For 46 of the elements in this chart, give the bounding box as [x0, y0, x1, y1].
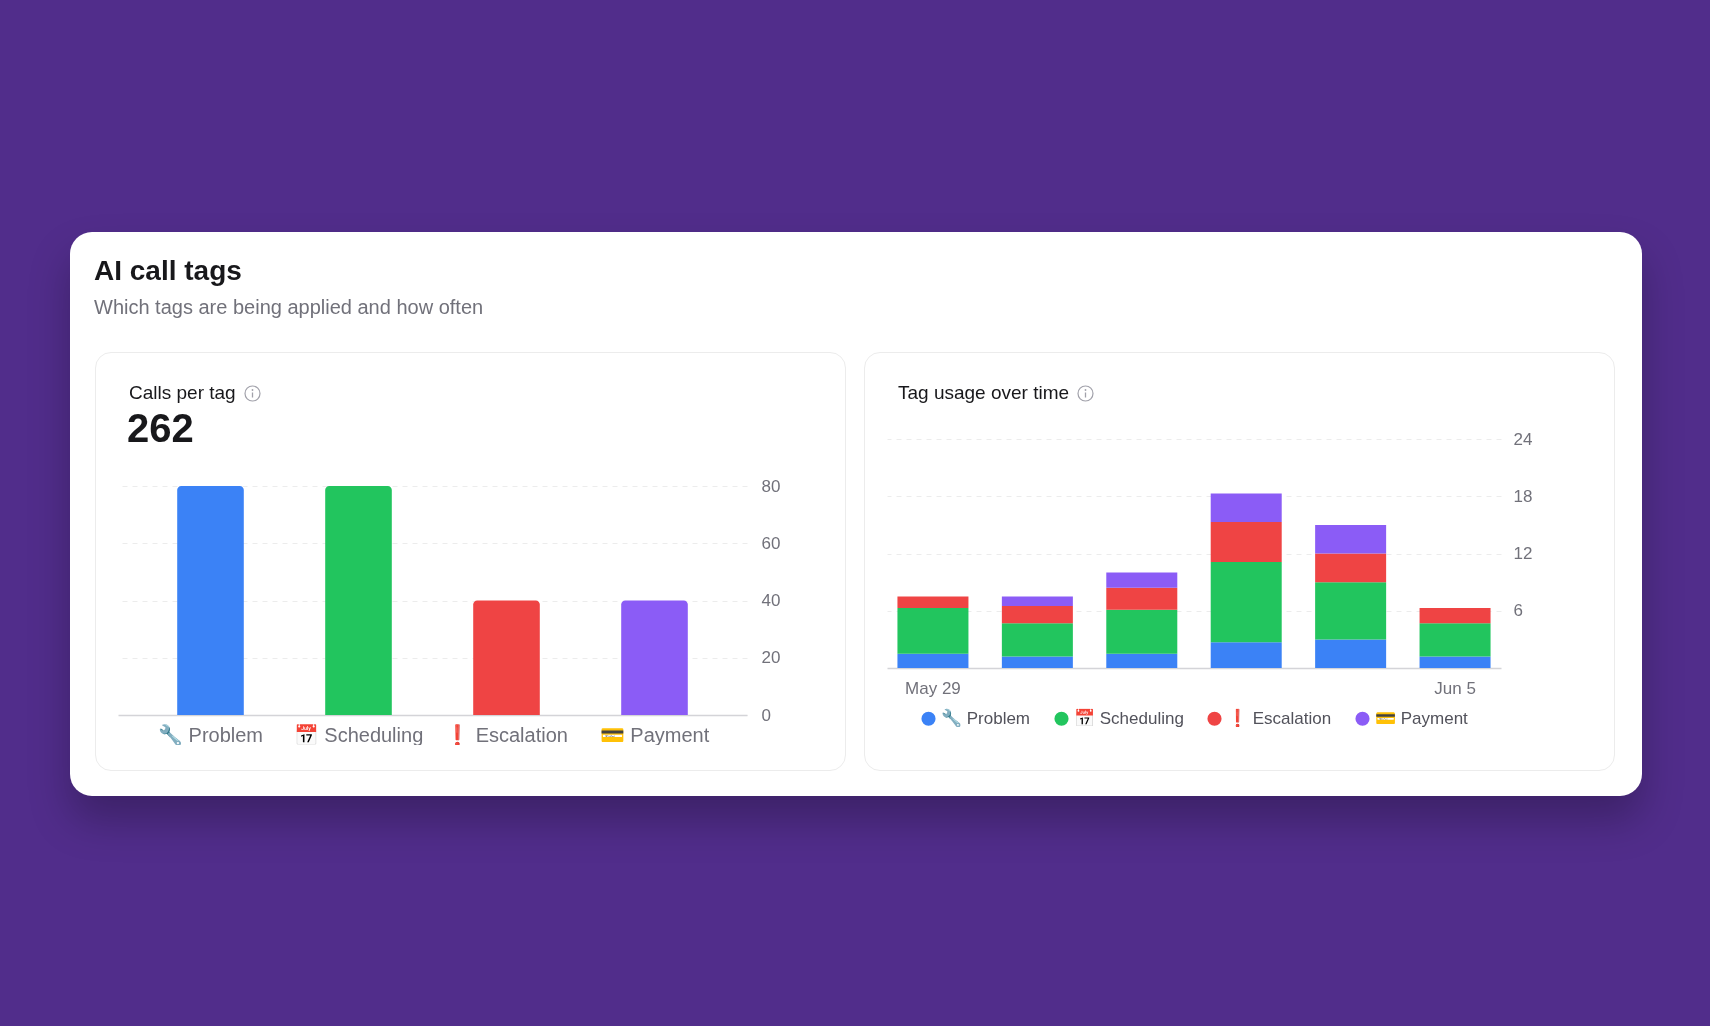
- chart-title: Tag usage over time: [898, 382, 1070, 404]
- bar: [1315, 639, 1387, 668]
- y-tick-label: 80: [761, 476, 781, 496]
- x-tick-label: May 29: [905, 678, 961, 698]
- bar: [1106, 609, 1178, 654]
- legend-label: 🔧 Problem: [941, 707, 1031, 728]
- legend-label: 💳 Payment: [1375, 708, 1469, 728]
- bar: [897, 653, 969, 668]
- bar: [1315, 524, 1387, 554]
- bar: [897, 596, 969, 608]
- bar: [1106, 653, 1178, 668]
- bar: [1001, 596, 1073, 606]
- y-tick-label: 24: [1513, 429, 1533, 449]
- bar: [1210, 642, 1282, 668]
- bar: [897, 607, 969, 654]
- bar: [1001, 623, 1073, 657]
- chart-title: Calls per tag: [129, 382, 236, 404]
- bar: [1419, 607, 1491, 624]
- y-tick-label: 20: [761, 648, 781, 668]
- legend-label: ❗ Escalation: [1227, 707, 1332, 728]
- bar: [1419, 623, 1491, 657]
- bar: [1106, 572, 1178, 588]
- bar: [1106, 587, 1178, 610]
- y-tick-label: 12: [1513, 544, 1533, 563]
- y-tick-label: 6: [1513, 601, 1523, 621]
- bar: [1315, 553, 1387, 583]
- y-tick-label: 0: [761, 705, 771, 725]
- x-tick-label: 🔧 Problem: [157, 722, 264, 747]
- y-tick-label: 18: [1513, 486, 1533, 506]
- chart-subtitle: 262: [127, 405, 194, 451]
- bar: [1315, 582, 1387, 640]
- y-tick-label: 40: [761, 591, 781, 610]
- text: AI call tags: [94, 254, 243, 288]
- x-tick-label: ❗ Escalation: [445, 722, 568, 747]
- x-tick-label: 📅 Scheduling: [293, 722, 424, 746]
- legend-label: 📅 Scheduling: [1074, 707, 1184, 728]
- text: Which tags are being applied and how often: [94, 295, 484, 320]
- bar: [1210, 493, 1282, 523]
- bar: [1210, 562, 1282, 643]
- bar: [1001, 656, 1073, 668]
- bar: [1001, 605, 1073, 624]
- bar: [1210, 522, 1282, 563]
- x-tick-label: Jun 5: [1434, 678, 1476, 698]
- y-tick-label: 60: [761, 533, 781, 553]
- bar: [1419, 656, 1491, 668]
- x-tick-label: 💳 Payment: [599, 723, 710, 746]
